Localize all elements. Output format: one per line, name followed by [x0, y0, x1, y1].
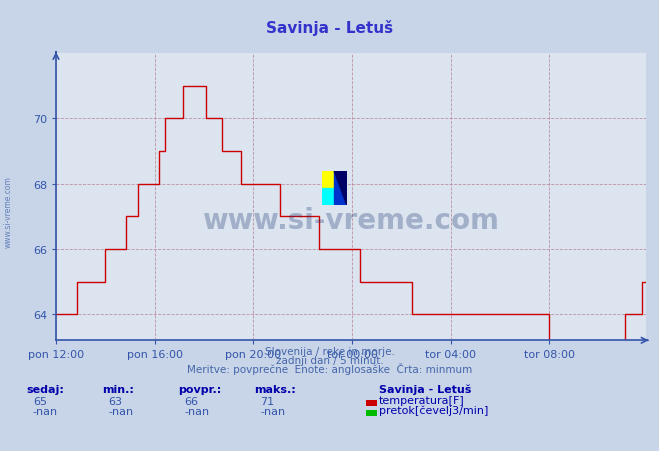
Text: pretok[čevelj3/min]: pretok[čevelj3/min] — [379, 405, 488, 415]
Text: -nan: -nan — [109, 406, 134, 416]
Text: -nan: -nan — [33, 406, 58, 416]
Text: www.si-vreme.com: www.si-vreme.com — [202, 206, 500, 234]
Polygon shape — [334, 171, 347, 205]
Text: Meritve: povprečne  Enote: anglosaške  Črta: minmum: Meritve: povprečne Enote: anglosaške Črt… — [187, 362, 472, 374]
Text: temperatura[F]: temperatura[F] — [379, 395, 465, 405]
Text: maks.:: maks.: — [254, 384, 295, 394]
Text: min.:: min.: — [102, 384, 134, 394]
Text: Savinja - Letuš: Savinja - Letuš — [379, 384, 471, 394]
Bar — [334, 171, 347, 205]
Text: 66: 66 — [185, 396, 198, 405]
Text: -nan: -nan — [185, 406, 210, 416]
Bar — [322, 189, 334, 205]
Text: povpr.:: povpr.: — [178, 384, 221, 394]
Text: 63: 63 — [109, 396, 123, 405]
Text: -nan: -nan — [260, 406, 285, 416]
Text: 71: 71 — [260, 396, 274, 405]
Text: www.si-vreme.com: www.si-vreme.com — [4, 176, 13, 248]
Text: 65: 65 — [33, 396, 47, 405]
Text: Slovenija / reke in morje.: Slovenija / reke in morje. — [264, 346, 395, 356]
Text: zadnji dan / 5 minut.: zadnji dan / 5 minut. — [275, 355, 384, 365]
Bar — [322, 171, 334, 189]
Text: sedaj:: sedaj: — [26, 384, 64, 394]
Text: Savinja - Letuš: Savinja - Letuš — [266, 20, 393, 36]
